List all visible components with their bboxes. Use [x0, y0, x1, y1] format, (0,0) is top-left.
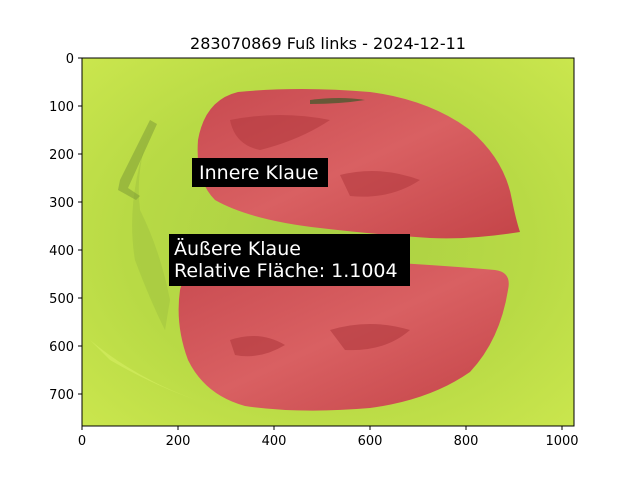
photo-image: [82, 58, 574, 426]
background-smudge: [118, 120, 157, 200]
inner-claw-label-box: [192, 158, 328, 187]
y-tick-label: 200: [49, 148, 74, 163]
axes-frame: [81, 57, 575, 427]
x-tick-label: 400: [262, 434, 287, 449]
x-tick-label: 0: [78, 434, 86, 449]
x-tick-label: 600: [358, 434, 383, 449]
inner-claw-label: Innere Klaue: [192, 158, 328, 187]
outer-claw-label-box: [169, 234, 410, 286]
x-tick-label: 800: [454, 434, 479, 449]
y-tick-label: 100: [49, 100, 74, 115]
outer-claw-texture: [230, 324, 410, 357]
outer-claw-label: Äußere Klaue Relative Fläche: 1.1004: [169, 234, 410, 286]
y-axis: 0 100 200 300 400 500 600 700: [49, 52, 82, 403]
outer-claw-label-line1: Äußere Klaue: [174, 237, 301, 260]
y-tick-label: 400: [49, 244, 74, 259]
outer-claw-label-line2: Relative Fläche: 1.1004: [174, 260, 398, 282]
y-tick-label: 300: [49, 196, 74, 211]
y-tick-label: 700: [49, 388, 74, 403]
x-axis: 0 200 400 600 800 1000: [78, 426, 579, 449]
inner-claw-texture: [230, 115, 420, 197]
y-tick-label: 500: [49, 292, 74, 307]
inner-claw-dark-edge: [310, 98, 365, 104]
x-tick-label: 1000: [545, 434, 578, 449]
y-tick-label: 0: [66, 52, 74, 67]
figure-title: 283070869 Fuß links - 2024-12-11: [190, 34, 466, 53]
background-shadow: [132, 130, 170, 330]
y-tick-label: 600: [49, 340, 74, 355]
inner-claw-label-text: Innere Klaue: [199, 162, 319, 184]
x-tick-label: 200: [166, 434, 191, 449]
